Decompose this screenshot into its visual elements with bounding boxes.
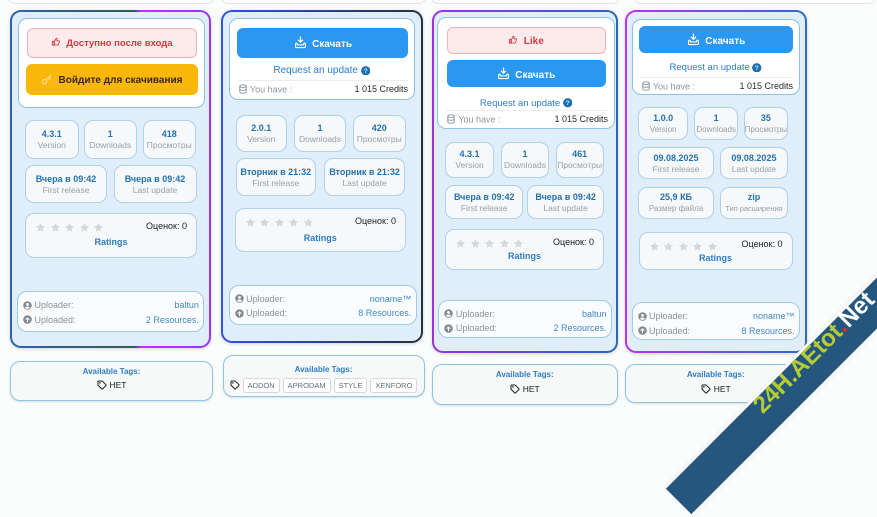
- svg-text:?: ?: [363, 68, 367, 75]
- svg-text:?: ?: [566, 101, 570, 108]
- svg-text:?: ?: [755, 65, 759, 72]
